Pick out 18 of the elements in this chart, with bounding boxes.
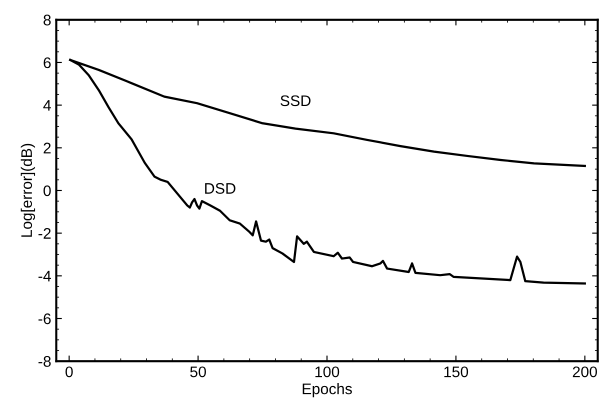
- x-axis-title: Epochs: [302, 383, 352, 398]
- x-tick-label: 200: [572, 366, 597, 378]
- y-tick-label: -6: [38, 313, 51, 324]
- series-label: SSD: [280, 95, 311, 106]
- y-tick-label: 0: [44, 185, 51, 196]
- x-tick-label: 0: [66, 366, 73, 378]
- y-tick-label: -2: [38, 228, 51, 239]
- y-tick-label: -8: [38, 356, 51, 367]
- x-tick-label: 150: [444, 366, 468, 378]
- y-tick-label: 6: [44, 57, 51, 68]
- y-tick-label: 8: [44, 14, 51, 26]
- series-label: DSD: [205, 183, 236, 194]
- y-tick-label: 4: [43, 100, 51, 111]
- x-tick-label: 100: [315, 366, 340, 378]
- y-tick-label: -4: [38, 270, 51, 282]
- y-axis-title: Log[error](dB): [20, 144, 36, 237]
- y-tick-label: 2: [44, 142, 51, 154]
- x-tick-label: 50: [190, 366, 206, 378]
